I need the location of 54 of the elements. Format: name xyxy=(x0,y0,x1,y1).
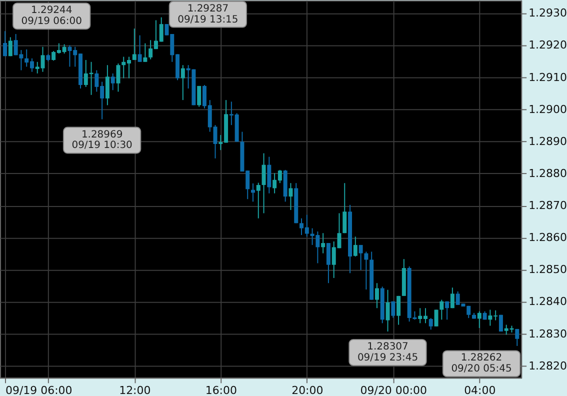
candlestick xyxy=(256,182,260,219)
candlestick xyxy=(180,64,185,101)
candlestick xyxy=(353,236,358,257)
candlestick xyxy=(132,28,136,60)
candlestick xyxy=(105,64,110,106)
annotation: 1.28969 09/19 10:30 xyxy=(72,129,132,152)
candlestick xyxy=(515,328,520,346)
candlestick xyxy=(143,42,148,62)
candlestick xyxy=(138,34,142,62)
candlestick xyxy=(477,310,482,328)
x-tick-label: 04:00 xyxy=(464,384,496,396)
y-tick-label: 1.2890 xyxy=(528,134,567,148)
x-tick-label: 09/19 06:00 xyxy=(6,384,72,396)
candlestick xyxy=(8,36,12,57)
candlestick xyxy=(358,244,363,270)
x-tick-label: 09/20 00:00 xyxy=(360,384,428,396)
y-tick-label: 1.2870 xyxy=(528,199,567,212)
x-tick-label: 20:00 xyxy=(292,384,324,396)
candlestick xyxy=(262,152,266,214)
candlestick xyxy=(386,289,390,332)
candlestick xyxy=(116,63,120,92)
y-tick-label: 1.2900 xyxy=(528,102,567,116)
x-tick-label: 16:00 xyxy=(205,384,237,396)
y-tick-label: 1.2840 xyxy=(528,295,567,308)
candlestick xyxy=(428,318,433,330)
y-tick-label: 1.2910 xyxy=(528,70,567,84)
y-tick-label: 1.2830 xyxy=(528,327,567,340)
annotation: 1.28262 09/20 05:45 xyxy=(451,352,512,375)
candlestick xyxy=(445,300,450,320)
candlestick xyxy=(391,300,396,318)
candlestick xyxy=(326,242,330,284)
y-tick-label: 1.2860 xyxy=(528,231,567,244)
annotation: 1.28307 09/19 23:45 xyxy=(357,341,418,364)
y-tick-label: 1.2880 xyxy=(528,166,567,180)
y-tick-label: 1.2920 xyxy=(528,38,567,52)
candlestick xyxy=(110,72,115,91)
candlestick xyxy=(288,182,293,211)
y-tick-label: 1.2930 xyxy=(528,6,567,20)
annotation: 1.29287 09/19 13:15 xyxy=(178,3,238,26)
candlestick xyxy=(440,299,444,320)
candlestick xyxy=(434,309,438,327)
candlestick xyxy=(267,156,272,194)
candlestick xyxy=(197,85,202,108)
candlestick xyxy=(374,282,379,309)
x-tick-label: 12:00 xyxy=(119,384,151,396)
candlestick xyxy=(321,232,326,254)
candlestick xyxy=(396,295,401,326)
y-tick-label: 1.2850 xyxy=(528,263,567,276)
annotation: 1.29244 09/19 06:00 xyxy=(21,5,82,28)
candlestick xyxy=(450,287,454,309)
y-tick-label: 1.2820 xyxy=(528,359,567,372)
candlestick xyxy=(342,182,347,234)
candlestick xyxy=(3,30,8,57)
candlestick xyxy=(364,251,368,290)
